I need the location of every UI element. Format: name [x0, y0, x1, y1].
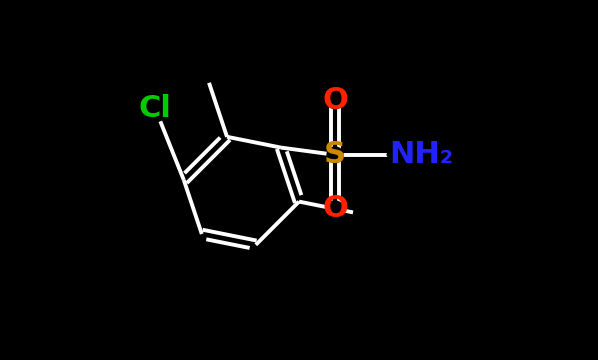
Circle shape [141, 94, 169, 122]
Text: S: S [324, 140, 346, 169]
Text: O: O [322, 86, 348, 115]
Circle shape [387, 153, 391, 157]
Circle shape [327, 201, 343, 217]
Text: O: O [322, 194, 348, 223]
Circle shape [327, 147, 343, 163]
Text: NH₂: NH₂ [389, 140, 453, 169]
Text: Cl: Cl [139, 94, 172, 122]
Circle shape [327, 93, 343, 109]
